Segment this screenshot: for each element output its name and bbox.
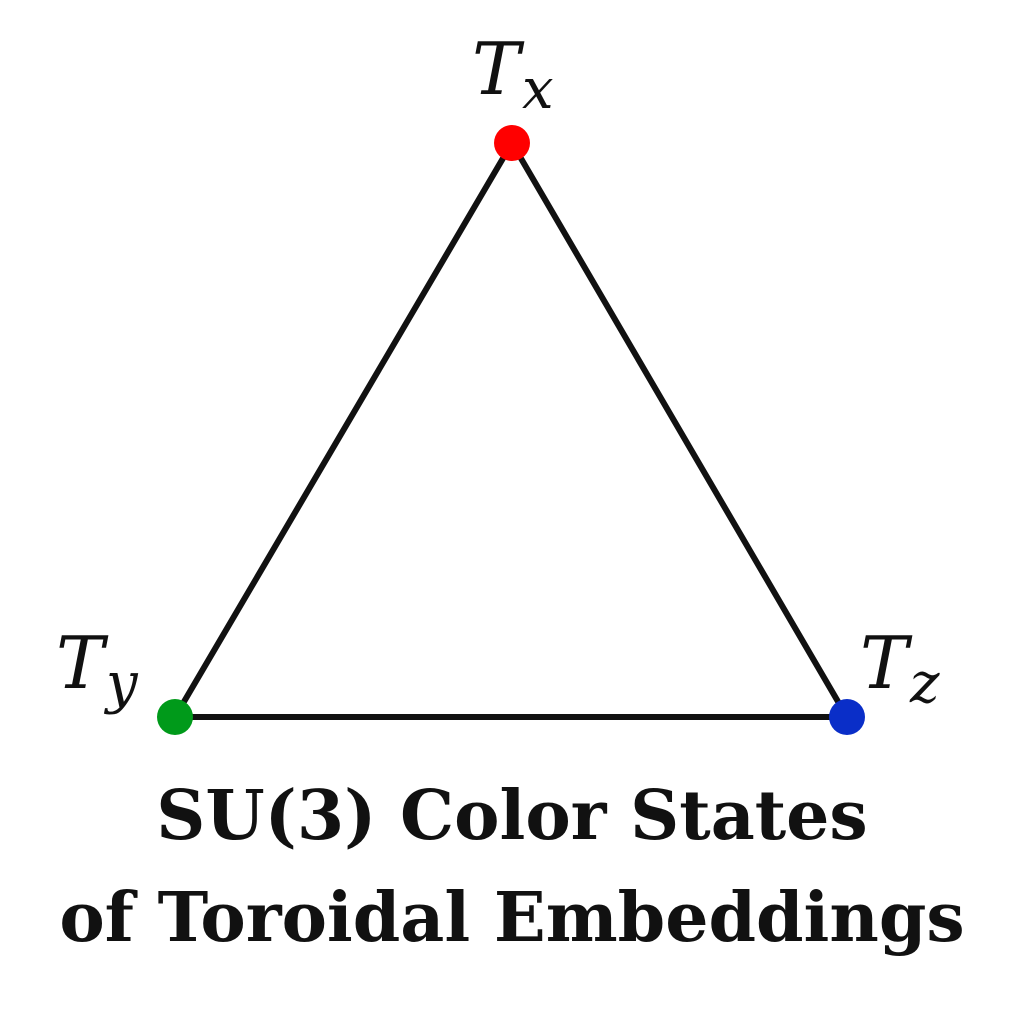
vertex-x-label: Tx [472,27,554,122]
edge-x-y [172,140,515,720]
vertex-y-subscript: y [103,651,139,716]
edge-z-x [509,140,850,720]
triangle-edges [172,140,850,720]
vertex-x-subscript: x [522,57,554,122]
vertex-z-subscript: z [909,651,940,716]
vertex-z-symbol: T [860,621,913,705]
vertex-y-dot [157,699,193,735]
vertex-x-dot [494,125,530,161]
vertex-z-label: Tz [860,621,940,716]
vertex-x-symbol: T [472,27,525,111]
vertex-nodes [157,125,865,735]
vertex-y-label: Ty [56,621,139,716]
vertex-z-dot [829,699,865,735]
diagram-title-line-1: SU(3) Color States [156,776,868,856]
vertex-y-symbol: T [56,621,109,705]
diagram-title-line-2: of Toroidal Embeddings [59,878,965,958]
